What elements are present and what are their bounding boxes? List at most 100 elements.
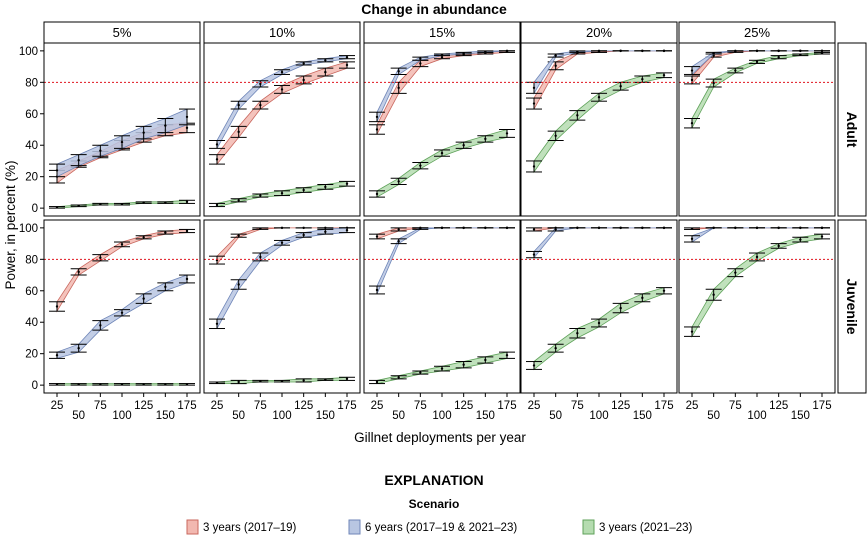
data-point bbox=[302, 188, 305, 192]
data-point bbox=[777, 49, 780, 53]
row-strip-box bbox=[837, 42, 867, 217]
panel-juvenile-4 bbox=[520, 219, 678, 394]
panel-background bbox=[44, 220, 200, 393]
data-point bbox=[259, 103, 262, 107]
data-point bbox=[799, 226, 802, 230]
data-point bbox=[755, 255, 759, 259]
x-tick-label: 50 bbox=[707, 410, 720, 422]
data-point bbox=[505, 132, 509, 135]
data-point bbox=[462, 363, 465, 366]
x-tick-label: 125 bbox=[294, 400, 313, 412]
x-tick-label: 125 bbox=[134, 400, 153, 412]
error-bar bbox=[656, 287, 672, 295]
data-point bbox=[142, 297, 145, 300]
error-bar bbox=[252, 227, 269, 230]
data-point bbox=[185, 126, 189, 130]
series-3 bbox=[49, 199, 195, 209]
data-point bbox=[554, 134, 557, 137]
series-2 bbox=[684, 49, 830, 76]
error-bar bbox=[526, 160, 542, 173]
error-bar bbox=[70, 204, 87, 208]
data-point bbox=[532, 102, 536, 105]
data-point bbox=[259, 255, 262, 259]
error-bar bbox=[252, 193, 269, 198]
error-bar bbox=[252, 80, 269, 88]
data-point bbox=[345, 182, 349, 185]
data-point bbox=[397, 86, 400, 90]
error-bar bbox=[157, 230, 174, 235]
x-tick-label: 175 bbox=[654, 400, 673, 412]
strip-label: 20% bbox=[586, 25, 612, 40]
error-bar bbox=[114, 135, 130, 149]
panel-frame bbox=[363, 42, 521, 217]
data-point bbox=[185, 229, 189, 233]
error-bar bbox=[612, 226, 629, 230]
error-bar bbox=[547, 227, 564, 232]
data-point bbox=[259, 380, 262, 383]
series-3 bbox=[526, 287, 672, 371]
error-bar bbox=[412, 370, 429, 375]
error-bar bbox=[295, 61, 312, 66]
panel-juvenile-2 bbox=[203, 219, 361, 394]
data-point bbox=[55, 169, 59, 172]
y-tick-label: 100 bbox=[19, 223, 38, 235]
series-2 bbox=[209, 227, 355, 330]
data-point bbox=[185, 383, 189, 386]
error-bar bbox=[499, 129, 515, 138]
error-bar bbox=[612, 302, 629, 314]
data-point bbox=[120, 140, 124, 144]
error-bar bbox=[295, 378, 312, 383]
panel-background bbox=[679, 220, 835, 393]
error-bar bbox=[92, 320, 109, 331]
series-2 bbox=[49, 108, 195, 178]
error-bar bbox=[390, 375, 407, 380]
error-bar bbox=[705, 226, 722, 230]
error-bar bbox=[412, 162, 429, 170]
data-point bbox=[259, 227, 262, 230]
error-bar bbox=[547, 343, 564, 353]
data-point bbox=[777, 244, 780, 248]
error-bar bbox=[455, 226, 472, 230]
error-bar bbox=[274, 84, 290, 94]
data-point bbox=[215, 158, 219, 161]
error-bar bbox=[179, 383, 195, 386]
error-bar bbox=[612, 49, 629, 53]
data-point bbox=[120, 311, 124, 314]
error-bar bbox=[317, 184, 334, 190]
data-point bbox=[375, 380, 379, 384]
error-bar bbox=[70, 383, 87, 386]
data-point bbox=[302, 379, 305, 382]
error-bar bbox=[230, 379, 247, 385]
error-bar bbox=[770, 243, 787, 249]
data-point bbox=[397, 376, 400, 379]
y-tick-label: 40 bbox=[25, 140, 38, 152]
error-bar bbox=[434, 226, 450, 230]
strip-label: 5% bbox=[113, 25, 132, 40]
error-bar bbox=[814, 233, 830, 240]
error-bar bbox=[705, 288, 722, 301]
data-point bbox=[345, 63, 349, 67]
data-point bbox=[142, 131, 145, 134]
data-point bbox=[755, 49, 759, 53]
x-tick-label: 175 bbox=[497, 400, 516, 412]
error-bar bbox=[135, 201, 152, 204]
strip-label: 10% bbox=[269, 25, 295, 40]
data-point bbox=[641, 296, 644, 300]
error-bar bbox=[135, 125, 152, 140]
data-point bbox=[280, 241, 284, 245]
error-bar bbox=[792, 49, 809, 53]
data-point bbox=[215, 143, 219, 146]
error-bar bbox=[274, 226, 290, 230]
error-bar bbox=[114, 241, 130, 248]
data-point bbox=[690, 122, 694, 125]
data-point bbox=[259, 194, 262, 197]
legend-item-1: 3 years (2017–19) bbox=[186, 519, 297, 535]
error-bar bbox=[591, 92, 607, 102]
data-point bbox=[419, 164, 422, 167]
error-bar bbox=[230, 198, 247, 203]
data-point bbox=[820, 226, 824, 230]
error-bar bbox=[317, 67, 334, 77]
data-point bbox=[641, 49, 644, 53]
data-point bbox=[215, 381, 219, 384]
